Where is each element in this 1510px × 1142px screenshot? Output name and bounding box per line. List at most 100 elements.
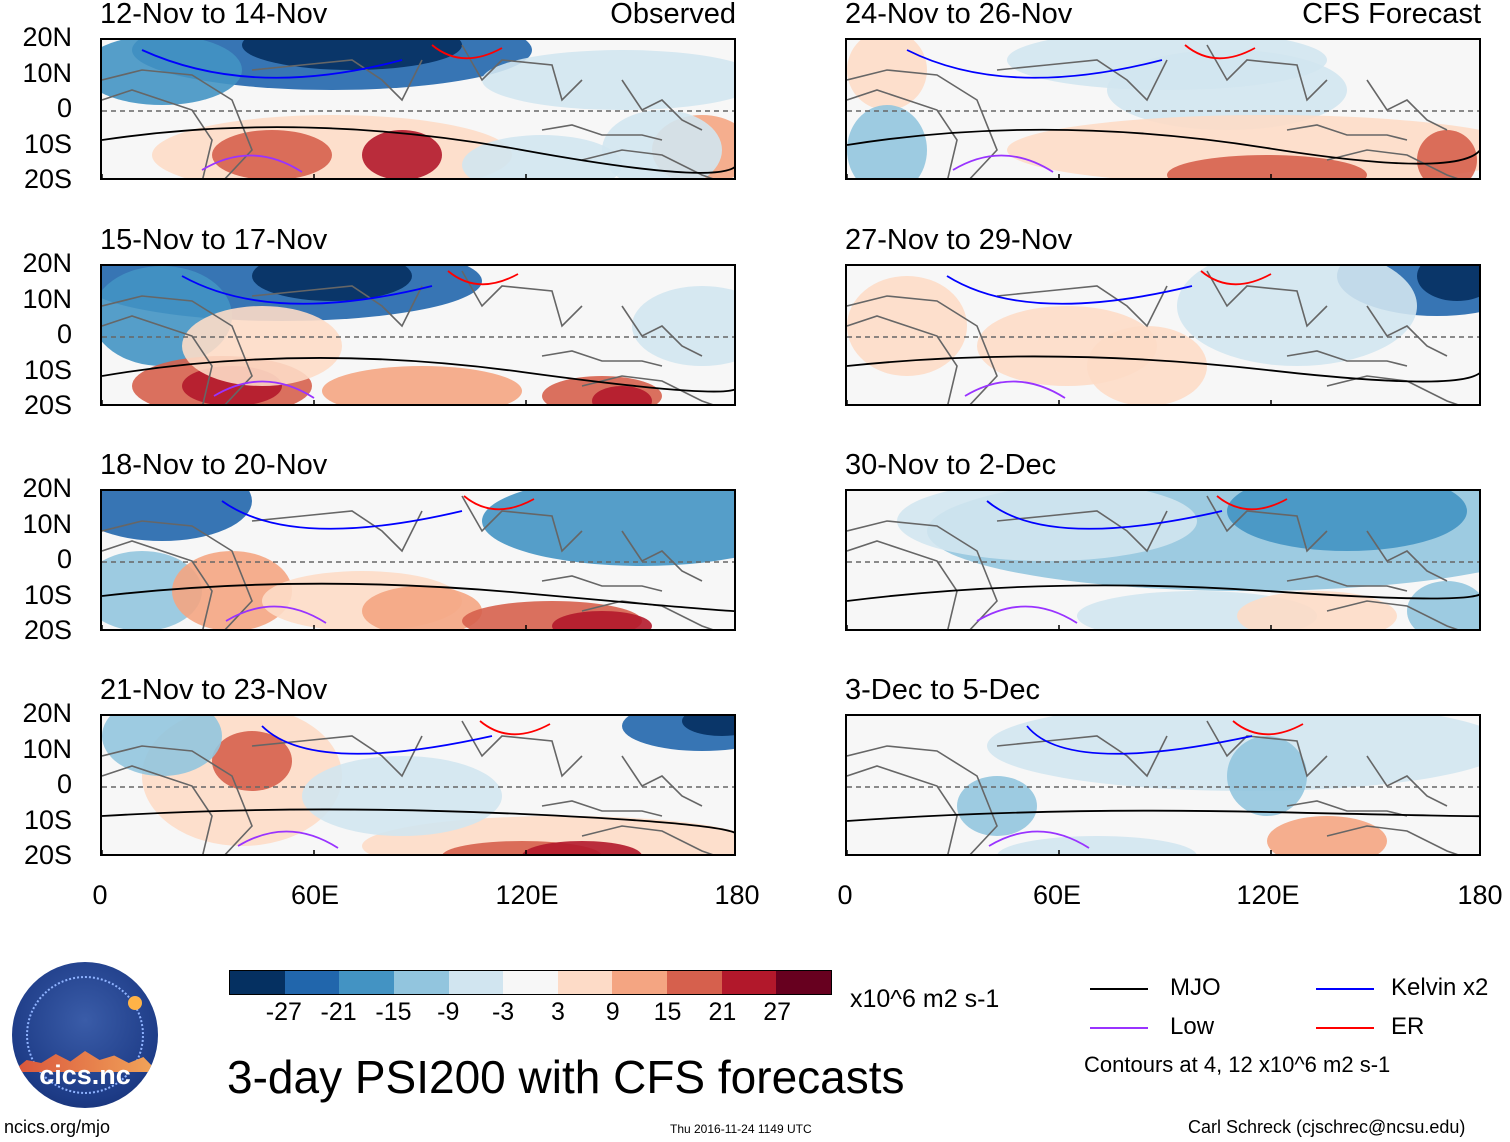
latitude-label: 10N — [22, 57, 72, 88]
anomaly-shading — [1007, 115, 1479, 178]
filter-contour — [988, 830, 1090, 849]
filter-contour — [225, 605, 327, 624]
colorbar-swatch — [721, 971, 777, 994]
filter-contour — [1200, 270, 1272, 286]
map-area — [845, 264, 1481, 406]
map-area — [100, 489, 736, 631]
filter-contour — [102, 357, 734, 393]
legend-kelvin-line — [1316, 988, 1374, 990]
coastline — [541, 124, 663, 141]
anomaly-shading — [1227, 736, 1307, 816]
anomaly-shading — [997, 836, 1197, 854]
coastline — [1286, 124, 1408, 141]
filter-contour — [201, 154, 303, 173]
coastline — [102, 89, 213, 178]
coastline — [1206, 270, 1328, 328]
anomaly-shading — [482, 491, 734, 566]
anomaly-shading — [1177, 266, 1417, 366]
panel-date-range: 3-Dec to 5-Dec — [845, 674, 1041, 706]
coastline — [1326, 600, 1458, 629]
anomaly-shading — [242, 40, 462, 70]
map-panel: 18-Nov to 20-Nov — [100, 449, 736, 631]
coastline — [541, 800, 663, 817]
map-area — [100, 38, 736, 180]
filter-contour — [847, 809, 1479, 822]
colorbar-tick-label: 15 — [653, 998, 682, 1026]
latitude-label: 0 — [56, 93, 72, 123]
latitude-label: 20S — [23, 164, 72, 194]
psi200-field — [847, 491, 1479, 629]
latitude-label: 20N — [22, 473, 72, 503]
filter-contour — [181, 275, 433, 305]
legend-kelvin-label: Kelvin x2 — [1391, 974, 1489, 1001]
panel-date-range: 24-Nov to 26-Nov — [845, 0, 1073, 30]
coastline — [621, 755, 703, 807]
filter-contour — [847, 128, 1479, 165]
filter-contour — [847, 584, 1479, 602]
latitude-label: 10S — [23, 354, 72, 385]
panel-date-range: 18-Nov to 20-Nov — [100, 449, 328, 481]
colorbar-swatch — [339, 971, 394, 994]
coastline — [102, 745, 253, 854]
map-panel: 24-Nov to 26-Nov CFS Forecast — [845, 0, 1481, 180]
colorbar-swatch — [230, 971, 285, 994]
filter-contour — [213, 380, 315, 399]
coastline — [847, 89, 958, 178]
anomaly-shading — [322, 366, 522, 404]
anomaly-shading — [847, 40, 927, 110]
coastline — [996, 285, 1168, 328]
map-panel: 3-Dec to 5-Dec — [845, 674, 1481, 856]
longitude-label: 60E — [1032, 880, 1082, 910]
logo-text: cics.nc — [39, 1060, 131, 1090]
latitude-label: 10N — [22, 283, 72, 314]
coastline — [541, 350, 663, 367]
anomaly-shading — [182, 306, 342, 386]
colorbar-swatch — [448, 971, 504, 994]
map-area — [100, 264, 736, 406]
latitude-label: 10S — [23, 804, 72, 835]
anomaly-shading — [362, 586, 482, 629]
latitude-label: 10N — [22, 508, 72, 539]
coastline — [461, 44, 583, 102]
filter-contour — [237, 830, 339, 849]
panel-source-tag: Observed — [610, 0, 736, 30]
coastline — [1286, 575, 1408, 592]
footer-author: Carl Schreck (cjschrec@ncsu.edu) — [1188, 1117, 1466, 1137]
filter-contour — [1026, 725, 1253, 755]
filter-contour — [976, 605, 1078, 624]
footer-timestamp: Thu 2016-11-24 1149 UTC — [670, 1122, 812, 1136]
legend-mjo-line — [1090, 988, 1148, 990]
filter-contour — [1184, 44, 1256, 60]
psi200-field — [102, 491, 734, 629]
latitude-label: 20N — [22, 248, 72, 278]
coastline — [102, 295, 253, 404]
filter-contour — [906, 49, 1163, 79]
coastline — [461, 495, 583, 553]
coastline — [581, 825, 713, 854]
map-panel: 30-Nov to 2-Dec — [845, 449, 1481, 631]
anomaly-shading — [522, 841, 642, 854]
longitude-label: 0 — [92, 880, 108, 910]
latitude-label: 20N — [22, 22, 72, 52]
colorbar-units: x10^6 m2 s-1 — [850, 985, 1000, 1013]
anomaly-shading — [1407, 581, 1479, 629]
psi200-field — [847, 266, 1479, 404]
coastline — [581, 149, 713, 178]
filter-contour — [946, 275, 1193, 305]
coastline — [251, 285, 423, 328]
psi200-field — [102, 716, 734, 854]
anomaly-shading — [987, 716, 1479, 791]
filter-contour — [102, 582, 734, 612]
map-panel: 15-Nov to 17-Nov — [100, 224, 736, 406]
anomaly-shading — [302, 756, 502, 836]
filter-contour — [221, 500, 463, 530]
colorbar-tick-label: 3 — [550, 998, 565, 1026]
coastline — [847, 745, 998, 854]
anomaly-shading — [602, 110, 722, 178]
latitude-label: 20S — [23, 390, 72, 420]
colorbar-tick-label: 9 — [605, 998, 620, 1026]
latitude-label: 20N — [22, 698, 72, 728]
coastline — [1206, 720, 1328, 778]
anomaly-shading — [682, 716, 734, 736]
coastline — [621, 530, 703, 582]
